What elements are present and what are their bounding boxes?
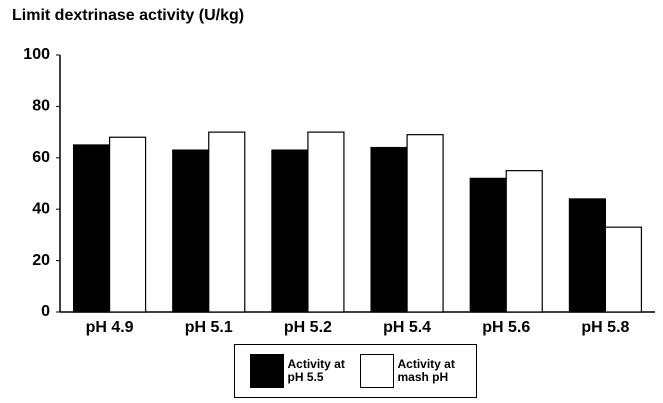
y-tick-label: 20: [32, 252, 50, 269]
bar: [370, 146, 408, 313]
x-tick-label: pH 5.8: [581, 319, 629, 336]
y-tick-label: 100: [23, 46, 50, 63]
legend-swatch: [359, 354, 394, 388]
bar: [108, 136, 147, 313]
y-tick-label: 0: [41, 303, 50, 320]
bar: [469, 177, 507, 313]
x-tick-label: pH 4.9: [86, 319, 134, 336]
bar: [172, 149, 210, 313]
legend-entry: Activity at pH 5.5: [249, 354, 352, 388]
bar: [72, 144, 111, 313]
bar: [505, 170, 543, 313]
legend-label: Activity at mash pH: [397, 357, 455, 384]
x-tick-label: pH 5.6: [482, 319, 530, 336]
legend-entry: Activity at mash pH: [359, 354, 462, 388]
y-tick-label: 80: [32, 98, 50, 115]
chart-title: Limit dextrinase activity (U/kg): [12, 7, 244, 24]
bar: [568, 198, 607, 313]
y-tick-label: 60: [32, 149, 50, 166]
bar: [604, 226, 643, 313]
x-tick-label: pH 5.1: [185, 319, 233, 336]
bar: [307, 131, 345, 313]
legend-swatch: [249, 354, 284, 388]
bar: [208, 131, 246, 313]
legend: Activity at pH 5.5 Activity at mash pH: [234, 344, 477, 398]
x-tick-label: pH 5.4: [383, 319, 431, 336]
y-tick-label: 40: [32, 200, 50, 217]
bar: [406, 134, 444, 313]
x-tick-label: pH 5.2: [284, 319, 332, 336]
bar: [271, 149, 309, 313]
legend-label: Activity at pH 5.5: [287, 357, 345, 384]
